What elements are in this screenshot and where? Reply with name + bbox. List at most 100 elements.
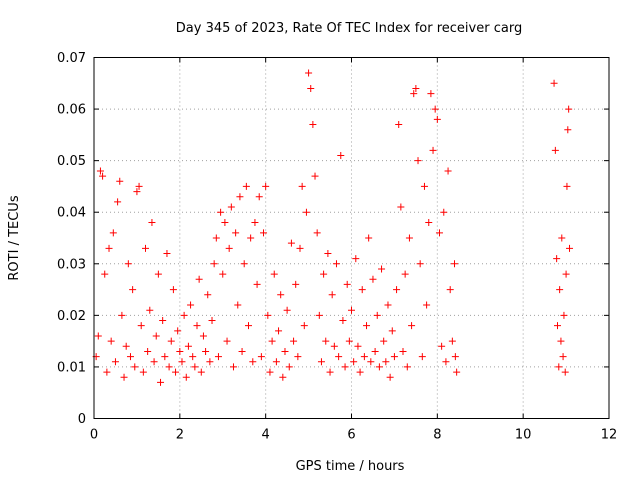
data-point [557, 337, 565, 345]
data-point [320, 270, 328, 278]
data-point [448, 337, 456, 345]
data-point [234, 301, 242, 309]
data-point [279, 373, 287, 381]
data-point [566, 244, 574, 252]
data-point [560, 311, 568, 319]
data-point [154, 270, 162, 278]
data-point [433, 115, 441, 123]
x-tick-label: 12 [601, 428, 618, 443]
data-point [176, 347, 184, 355]
data-point [197, 368, 205, 376]
data-point [122, 342, 130, 350]
data-point [375, 363, 383, 371]
data-point [388, 327, 396, 335]
grid [94, 57, 609, 419]
y-tick-label: 0.06 [57, 103, 86, 118]
data-point [214, 353, 222, 361]
data-point [144, 347, 152, 355]
y-tick-label: 0.04 [57, 206, 86, 221]
data-point [99, 172, 107, 180]
x-tick-label: 2 [176, 428, 184, 443]
data-point [159, 317, 167, 325]
data-point [249, 358, 257, 366]
data-point [257, 353, 265, 361]
data-point [343, 280, 351, 288]
data-point [553, 255, 561, 263]
data-point [163, 249, 171, 257]
data-point [401, 270, 409, 278]
data-point [414, 157, 422, 165]
data-point [131, 363, 139, 371]
data-point [204, 291, 212, 299]
data-point [556, 286, 564, 294]
data-point [380, 337, 388, 345]
data-point [298, 182, 306, 190]
x-tick-label: 0 [90, 428, 98, 443]
data-point [199, 332, 207, 340]
data-point [169, 286, 177, 294]
data-point [187, 301, 195, 309]
data-point [384, 301, 392, 309]
y-tick-label: 0.07 [57, 51, 86, 66]
data-point [94, 332, 102, 340]
data-point [133, 188, 141, 196]
data-point [440, 208, 448, 216]
data-point [210, 260, 218, 268]
data-point [285, 363, 293, 371]
data-point [191, 363, 199, 371]
data-point [453, 368, 461, 376]
data-point [558, 234, 566, 242]
data-point [253, 280, 261, 288]
x-tick-label: 6 [347, 428, 355, 443]
data-point [135, 182, 143, 190]
data-point [270, 270, 278, 278]
data-point [311, 172, 319, 180]
data-point [262, 182, 270, 190]
data-point [446, 286, 454, 294]
data-point [277, 291, 285, 299]
data-point [206, 358, 214, 366]
x-axis-ticks: 0 2 4 6 8 10 12 [90, 57, 618, 443]
data-point [435, 229, 443, 237]
data-point [451, 353, 459, 361]
data-point [378, 265, 386, 273]
data-point [165, 363, 173, 371]
data-point [395, 121, 403, 129]
data-point [180, 311, 188, 319]
data-point [565, 105, 573, 113]
data-point [330, 342, 338, 350]
data-point [255, 193, 263, 201]
x-axis-label: GPS time / hours [296, 459, 405, 474]
data-point [129, 286, 137, 294]
data-point [105, 244, 113, 252]
data-point [152, 332, 160, 340]
data-point [219, 270, 227, 278]
data-point [410, 90, 418, 98]
data-point [232, 229, 240, 237]
data-point [225, 244, 233, 252]
data-point [167, 337, 175, 345]
data-point [296, 244, 304, 252]
data-point [217, 208, 225, 216]
data-point [290, 337, 298, 345]
data-point [390, 353, 398, 361]
x-tick-label: 4 [262, 428, 270, 443]
data-point [345, 337, 353, 345]
data-point [405, 234, 413, 242]
data-point [116, 177, 124, 185]
y-tick-label: 0.05 [57, 154, 86, 169]
data-point [564, 126, 572, 134]
data-point [142, 244, 149, 252]
data-point [551, 146, 559, 154]
data-point [356, 368, 364, 376]
data-point [451, 260, 458, 268]
data-point [287, 239, 295, 247]
data-point [272, 358, 280, 366]
data-point [369, 275, 377, 283]
data-point [236, 193, 244, 201]
data-point [554, 322, 561, 330]
data-point [425, 219, 433, 227]
data-point [275, 327, 283, 335]
data-point [126, 353, 134, 361]
